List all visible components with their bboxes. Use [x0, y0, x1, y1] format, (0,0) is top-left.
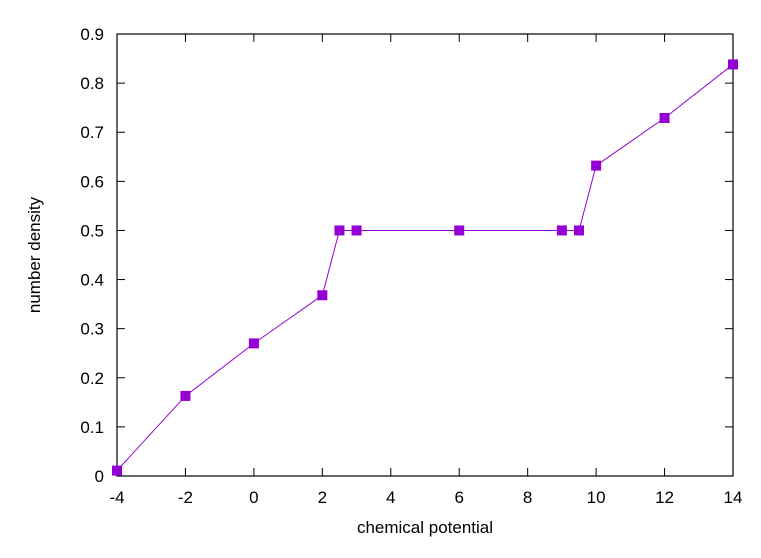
x-axis-label: chemical potential — [357, 518, 493, 537]
data-point — [574, 225, 584, 236]
y-tick-label: 0.3 — [80, 320, 104, 339]
series-line — [116, 64, 734, 471]
tick-labels: -4 -2 0 2 4 6 8 10 12 14 0 0.1 0.2 0.3 0.4 0.5 0.6 0.7 0.8… — [80, 25, 742, 507]
data-point — [180, 390, 191, 401]
y-tick-label: 0.8 — [80, 74, 104, 93]
y-tick-label: 0 — [95, 467, 104, 486]
y-tick-label: 0.9 — [80, 25, 104, 44]
y-tick-label: 0.4 — [80, 271, 104, 290]
data-point — [591, 160, 602, 171]
y-tick-label: 0.5 — [80, 221, 104, 240]
x-tick-label: 4 — [386, 488, 395, 507]
series-markers — [112, 59, 738, 476]
y-tick-label: 0.2 — [80, 369, 104, 388]
x-tick-label: 8 — [523, 488, 532, 507]
x-tick-label: -2 — [178, 488, 193, 507]
x-tick-label: 2 — [318, 488, 327, 507]
y-tick-label: 0.1 — [80, 418, 104, 437]
data-point — [556, 225, 567, 236]
data-point — [351, 225, 362, 236]
data-point — [112, 465, 122, 476]
x-tick-label: 6 — [454, 488, 463, 507]
data-point — [317, 290, 328, 301]
x-tick-label: 14 — [724, 488, 743, 507]
x-tick-label: 12 — [655, 488, 674, 507]
y-tick-label: 0.6 — [80, 172, 104, 191]
y-axis-label: number density — [25, 196, 44, 313]
data-point — [659, 112, 670, 123]
data-point — [334, 225, 345, 236]
x-tick-label: 10 — [587, 488, 606, 507]
x-tick-label: 0 — [249, 488, 258, 507]
data-point — [454, 225, 465, 236]
ticks — [116, 33, 734, 477]
data-point — [248, 338, 259, 349]
y-tick-label: 0.7 — [80, 123, 104, 142]
data-point — [728, 59, 738, 70]
x-tick-label: -4 — [109, 488, 124, 507]
plot-frame — [116, 33, 734, 477]
